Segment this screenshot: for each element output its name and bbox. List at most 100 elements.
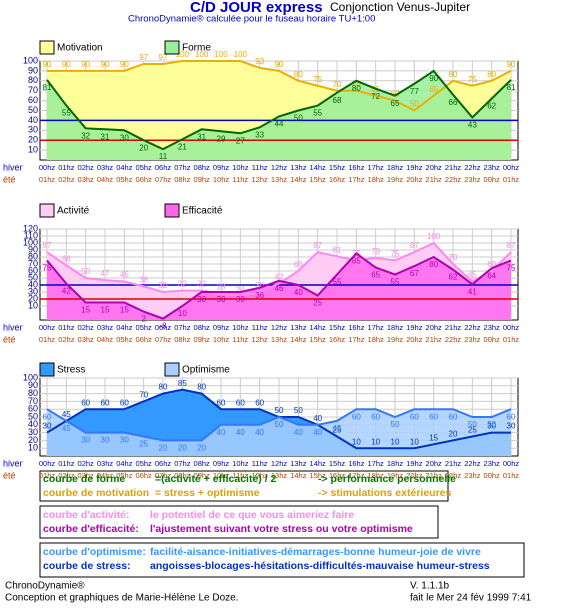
data-label: 60 [81,398,90,407]
x-tick-label: 20hz [406,175,423,184]
data-label: 60 [371,412,380,421]
x-tick-label: 12hz [252,471,269,480]
x-tick-label: 13hz [271,335,288,344]
data-label: 68 [333,96,342,105]
data-label: 67 [410,269,419,278]
data-label: 11 [159,152,168,161]
data-label: 40 [313,414,322,423]
note-box [39,542,525,578]
line [47,60,512,112]
x-tick-label: 01hz [503,175,520,184]
x-tick-label: 14hz [290,175,307,184]
x-tick-label: 07hz [155,175,172,184]
data-label: 46 [275,284,284,293]
x-tick-label: 05hz [136,323,153,332]
data-label: 50 [275,420,284,429]
data-label: 45 [62,410,71,419]
x-tick-label: 05hz [136,163,153,172]
x-tick-label: 03hz [97,323,114,332]
data-label: 97 [159,53,168,62]
x-tick-label: 06hz [155,323,172,332]
data-label: 60 [101,398,110,407]
data-label: 40 [236,428,245,437]
x-tick-label: 06hz [155,459,172,468]
x-tick-label: 16hz [348,459,365,468]
legend-swatch [39,362,55,377]
x-tick-label: 12hz [271,163,288,172]
note-extra: -> performance personnelle [318,473,456,485]
y-tick-label: 30 [28,427,38,437]
data-label: 10 [391,437,400,446]
note-box [39,470,449,502]
data-label: 21 [178,142,187,151]
data-label: 60 [487,260,496,269]
data-label: 90 [429,74,438,83]
y-tick-label: 40 [28,279,38,289]
data-label: 70 [139,391,148,400]
data-label: 42 [275,273,284,282]
x-tick-label: 17hz [348,175,365,184]
data-label: 32 [81,131,90,140]
x-tick-label: 08hz [174,471,191,480]
data-label: 75 [313,75,322,84]
data-label: 72 [371,92,380,101]
data-label: 81 [333,245,342,254]
x-tick-label: 11hz [252,163,268,172]
data-label: 30 [487,422,496,431]
x-tick-label: 20hz [426,163,443,172]
data-label: 90 [81,60,90,69]
x-tick-label: 19hz [406,459,423,468]
note-text: le potentiel de ce que vous aimeriez fai… [150,509,354,521]
data-label: 90 [101,60,110,69]
x-tick-label: 23hz [484,323,501,332]
y-tick-label: 40 [28,115,38,125]
data-label: 20 [159,444,168,453]
data-label: 50 [391,420,400,429]
x-tick-label: 21hz [445,323,462,332]
y-tick-label: 90 [28,244,38,254]
x-tick-label: 06hz [136,335,153,344]
data-label: 20 [197,444,206,453]
data-label: 60 [507,412,516,421]
data-label: 55 [391,278,400,287]
x-tick-label: 09hz [194,471,211,480]
data-label: 40 [255,428,264,437]
x-tick-label: 16hz [348,323,365,332]
data-label: 15 [120,306,129,315]
y-tick-label: 50 [28,411,38,421]
note-text: l'ajustement suivant votre stress ou vot… [150,523,413,535]
data-label: 30 [236,295,245,304]
area [47,253,511,320]
data-label: 97 [139,53,148,62]
data-label: 60 [217,398,226,407]
data-label: 80 [159,383,168,392]
x-tick-label: 12hz [271,323,288,332]
data-label: 30 [507,422,516,431]
row-label: été [3,174,16,184]
x-tick-label: 02hz [58,471,75,480]
y-tick-label: 90 [28,65,38,75]
legend-label: Forme [182,43,211,54]
y-tick-label: 80 [28,251,38,261]
note-term: courbe d'efficacité: [43,523,139,535]
note-term: courbe de forme [43,473,125,485]
data-label: 50 [410,100,419,109]
x-tick-label: 21hz [445,163,462,172]
x-tick-label: 17hz [368,459,385,468]
x-tick-label: 23hz [464,335,481,344]
data-label: 79 [371,247,380,256]
x-tick-label: 18hz [387,459,404,468]
line [46,408,512,442]
x-tick-label: 00hz [503,459,520,468]
x-tick-label: 11hz [232,175,248,184]
data-label: 25 [313,299,322,308]
data-label: 30 [43,422,52,431]
x-tick-label: 16hz [329,335,346,344]
data-label: 70 [449,253,458,262]
x-tick-label: 09hz [213,163,230,172]
note-text: facilité-aisance-initiatives-démarrages-… [150,546,481,558]
data-label: 28 [217,283,226,292]
row-label: été [3,470,16,480]
note-term: courbe d'optimisme: [43,546,146,558]
data-label: 30 [120,133,129,142]
